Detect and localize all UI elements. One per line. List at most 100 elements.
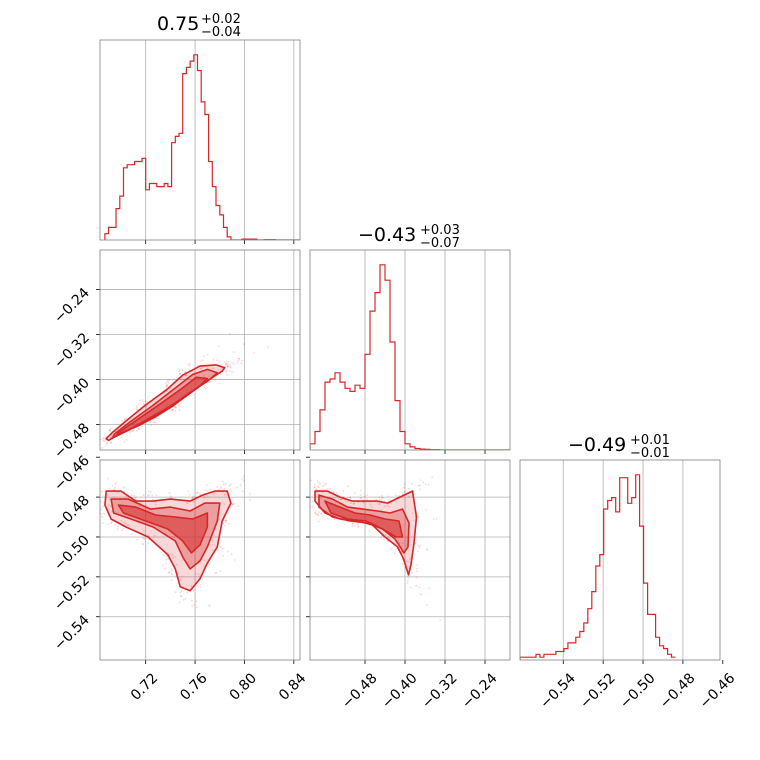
p31-sample-point	[123, 486, 126, 488]
p31-sample-point	[221, 547, 224, 550]
p32-sample-point	[404, 483, 406, 486]
p32-sample-point	[353, 492, 356, 494]
p31-sample-point	[120, 519, 123, 522]
p32-sample-point	[321, 514, 324, 517]
contour-panel-param-1-vs-3	[94, 456, 301, 664]
p31-sample-point	[234, 559, 236, 561]
p31-sample-point	[218, 518, 221, 521]
p32-sample-point	[389, 499, 391, 502]
p32-sample-point	[403, 486, 405, 489]
p21-sample-point	[93, 444, 95, 446]
p31-sample-point	[142, 543, 145, 546]
p32-sample-point	[331, 490, 333, 492]
p21-sample-point	[125, 438, 128, 441]
p31-sample-point	[222, 554, 225, 557]
p32-sample-point	[418, 484, 421, 487]
p21-sample-point	[229, 370, 232, 372]
p32-sample-point	[370, 506, 373, 508]
p31-sample-point	[136, 538, 138, 541]
p21-sample-point	[197, 364, 200, 367]
hist1-frame	[99, 39, 301, 241]
p21-sample-point	[106, 443, 108, 446]
p32-sample-point	[306, 502, 308, 504]
p31-sample-point	[203, 496, 206, 499]
p31-sample-point	[164, 567, 167, 570]
p32-sample-point	[311, 506, 313, 508]
p31-sample-point	[180, 595, 182, 598]
xtick-label-param-2: −0.32	[419, 670, 461, 712]
title-param-3-plus: +0.01	[630, 433, 670, 448]
p32-sample-point	[349, 502, 352, 504]
p31-sample-point	[108, 487, 111, 490]
p31-sample-point	[229, 506, 232, 509]
p31-sample-point	[113, 488, 116, 491]
p32-sample-point	[347, 500, 350, 503]
p21-sample-point	[166, 384, 169, 387]
p32-sample-point	[317, 520, 320, 523]
p31-sample-point	[155, 494, 158, 497]
p21-sample-point	[165, 382, 168, 384]
p21-sample-point	[181, 369, 184, 371]
p21-sample-point	[267, 346, 269, 349]
p32-sample-point	[381, 495, 383, 497]
xtick-label-param-1: 0.76	[177, 670, 210, 703]
hist1-step-line	[104, 54, 300, 240]
p21-sample-point	[212, 358, 215, 361]
p32-sample-point	[321, 491, 324, 494]
p32-sample-point	[307, 501, 309, 503]
title-param-1-minus: −0.04	[201, 25, 241, 40]
title-param-3-minus: −0.01	[630, 446, 670, 461]
p32-sample-point	[329, 487, 332, 490]
p32-sample-point	[335, 491, 338, 494]
p31-sample-point	[94, 498, 96, 500]
p31-sample-point	[190, 599, 193, 602]
xtick-label-param-3: −0.54	[537, 670, 579, 712]
p31-sample-point	[215, 571, 218, 574]
p21-sample-point	[240, 362, 243, 365]
p31-sample-point	[168, 571, 171, 573]
ytick-label-param-3: −0.54	[51, 612, 93, 654]
p21-sample-point	[167, 381, 170, 384]
p21-sample-point	[180, 379, 183, 381]
p31-sample-point	[147, 490, 150, 493]
p31-sample-point	[217, 488, 220, 491]
p31-sample-point	[199, 493, 202, 496]
p32-sample-point	[398, 541, 401, 544]
p21-sample-point	[109, 428, 111, 431]
p21-sample-point	[253, 352, 256, 354]
p32-sample-point	[424, 483, 427, 486]
p31-sample-point	[170, 569, 173, 572]
p31-sample-point	[237, 505, 240, 508]
p31-sample-point	[147, 542, 149, 544]
p31-sample-point	[230, 483, 232, 486]
p31-sample-point	[154, 501, 157, 504]
p32-sample-point	[415, 584, 417, 587]
p32-sample-point	[416, 564, 419, 567]
p21-sample-point	[123, 418, 126, 420]
p21-sample-point	[237, 357, 240, 360]
p32-sample-point	[351, 522, 354, 525]
p32-sample-point	[426, 604, 428, 606]
p32-sample-point	[324, 483, 326, 486]
p21-sample-point	[184, 374, 187, 377]
p31-sample-point	[95, 514, 97, 516]
p21-sample-point	[156, 417, 159, 420]
p31-sample-point	[195, 600, 198, 603]
p21-sample-point	[218, 345, 220, 348]
p21-sample-point	[206, 354, 209, 356]
p32-sample-point	[333, 518, 336, 521]
p32-sample-point	[318, 511, 321, 513]
p31-sample-point	[229, 488, 231, 491]
p32-sample-point	[315, 491, 318, 494]
p21-sample-point	[178, 368, 181, 371]
p32-sample-point	[349, 496, 352, 499]
p21-sample-point	[225, 371, 227, 373]
p31-sample-point	[171, 554, 174, 557]
p31-sample-point	[181, 559, 184, 561]
p31-sample-point	[113, 524, 116, 526]
title-param-2-minus: −0.07	[420, 236, 460, 251]
p31-sample-point	[103, 512, 106, 515]
p31-sample-point	[130, 533, 133, 535]
contour-panel-param-2-vs-3	[306, 456, 511, 664]
p31-sample-point	[122, 527, 125, 530]
